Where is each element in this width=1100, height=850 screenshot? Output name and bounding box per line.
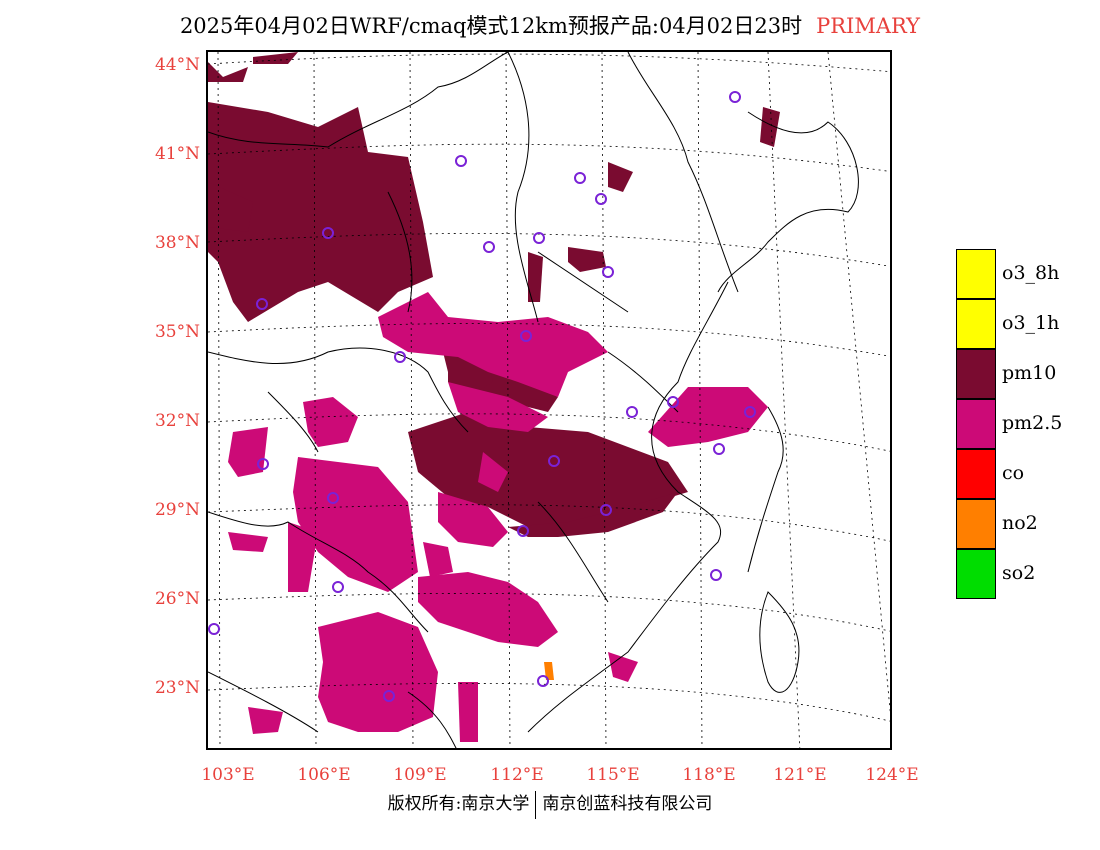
- map-canvas: [208, 52, 890, 748]
- city-marker: [520, 330, 532, 342]
- legend-label-no2: no2: [1002, 512, 1038, 534]
- lat-label-41: 41°N: [154, 144, 200, 164]
- city-marker: [574, 172, 586, 184]
- city-marker: [332, 581, 344, 593]
- city-marker: [595, 193, 607, 205]
- city-marker: [710, 569, 722, 581]
- city-marker: [322, 227, 334, 239]
- legend-swatch-o3-1h: [956, 299, 996, 349]
- no2-spot: [544, 662, 554, 680]
- map-panel[interactable]: [206, 50, 892, 750]
- title-text: 2025年04月02日WRF/cmaq模式12km预报产品:04月02日23时: [179, 14, 803, 38]
- map-title: 2025年04月02日WRF/cmaq模式12km预报产品:04月02日23时 P…: [0, 10, 1100, 40]
- lon-label-121: 121°E: [773, 765, 827, 785]
- lon-label-106: 106°E: [297, 765, 351, 785]
- city-marker: [455, 155, 467, 167]
- lon-label-124: 124°E: [865, 765, 919, 785]
- lat-label-32: 32°N: [154, 411, 200, 431]
- legend-label-so2: so2: [1002, 562, 1036, 584]
- copyright-footer: 版权所有:南京大学 南京创蓝科技有限公司: [0, 789, 1100, 819]
- city-marker: [517, 525, 529, 537]
- legend-swatch-co: [956, 449, 996, 499]
- lat-label-38: 38°N: [154, 233, 200, 253]
- legend-label-pm10: pm10: [1002, 362, 1057, 384]
- city-marker: [537, 675, 549, 687]
- footer-divider: [535, 790, 537, 819]
- legend-swatch-o3-8h: [956, 249, 996, 299]
- city-marker: [383, 690, 395, 702]
- city-marker: [602, 266, 614, 278]
- title-tag: PRIMARY: [816, 14, 921, 38]
- graticule: [208, 52, 890, 748]
- lat-label-26: 26°N: [154, 589, 200, 609]
- lon-label-118: 118°E: [682, 765, 736, 785]
- city-marker: [600, 504, 612, 516]
- lat-label-29: 29°N: [154, 500, 200, 520]
- lon-label-103: 103°E: [201, 765, 255, 785]
- city-marker: [257, 458, 269, 470]
- lon-label-109: 109°E: [393, 765, 447, 785]
- lat-label-44: 44°N: [154, 55, 200, 75]
- legend-swatch-so2: [956, 549, 996, 599]
- city-marker: [533, 232, 545, 244]
- legend-label-pm25: pm2.5: [1002, 412, 1063, 434]
- city-marker: [256, 298, 268, 310]
- legend-label-o3-1h: o3_1h: [1002, 312, 1060, 334]
- legend-swatch-pm25: [956, 399, 996, 449]
- city-marker: [327, 492, 339, 504]
- pm10-areas: [208, 52, 780, 537]
- legend-swatch-pm10: [956, 349, 996, 399]
- city-marker: [483, 241, 495, 253]
- city-marker: [548, 455, 560, 467]
- city-marker: [744, 406, 756, 418]
- city-marker: [667, 396, 679, 408]
- city-markers: [208, 91, 756, 702]
- pm25-areas: [228, 292, 768, 742]
- lat-label-23: 23°N: [154, 678, 200, 698]
- legend-label-o3-8h: o3_8h: [1002, 262, 1060, 284]
- city-marker: [394, 351, 406, 363]
- lon-label-112: 112°E: [490, 765, 544, 785]
- lon-label-115: 115°E: [586, 765, 640, 785]
- city-marker: [713, 443, 725, 455]
- copyright-right: 南京创蓝科技有限公司: [542, 794, 713, 814]
- copyright-left: 版权所有:南京大学: [387, 794, 530, 814]
- city-marker: [208, 623, 220, 635]
- city-marker: [729, 91, 741, 103]
- legend-swatch-no2: [956, 499, 996, 549]
- boundaries: [208, 52, 859, 748]
- legend-label-co: co: [1002, 462, 1025, 484]
- lat-label-35: 35°N: [154, 322, 200, 342]
- city-marker: [626, 406, 638, 418]
